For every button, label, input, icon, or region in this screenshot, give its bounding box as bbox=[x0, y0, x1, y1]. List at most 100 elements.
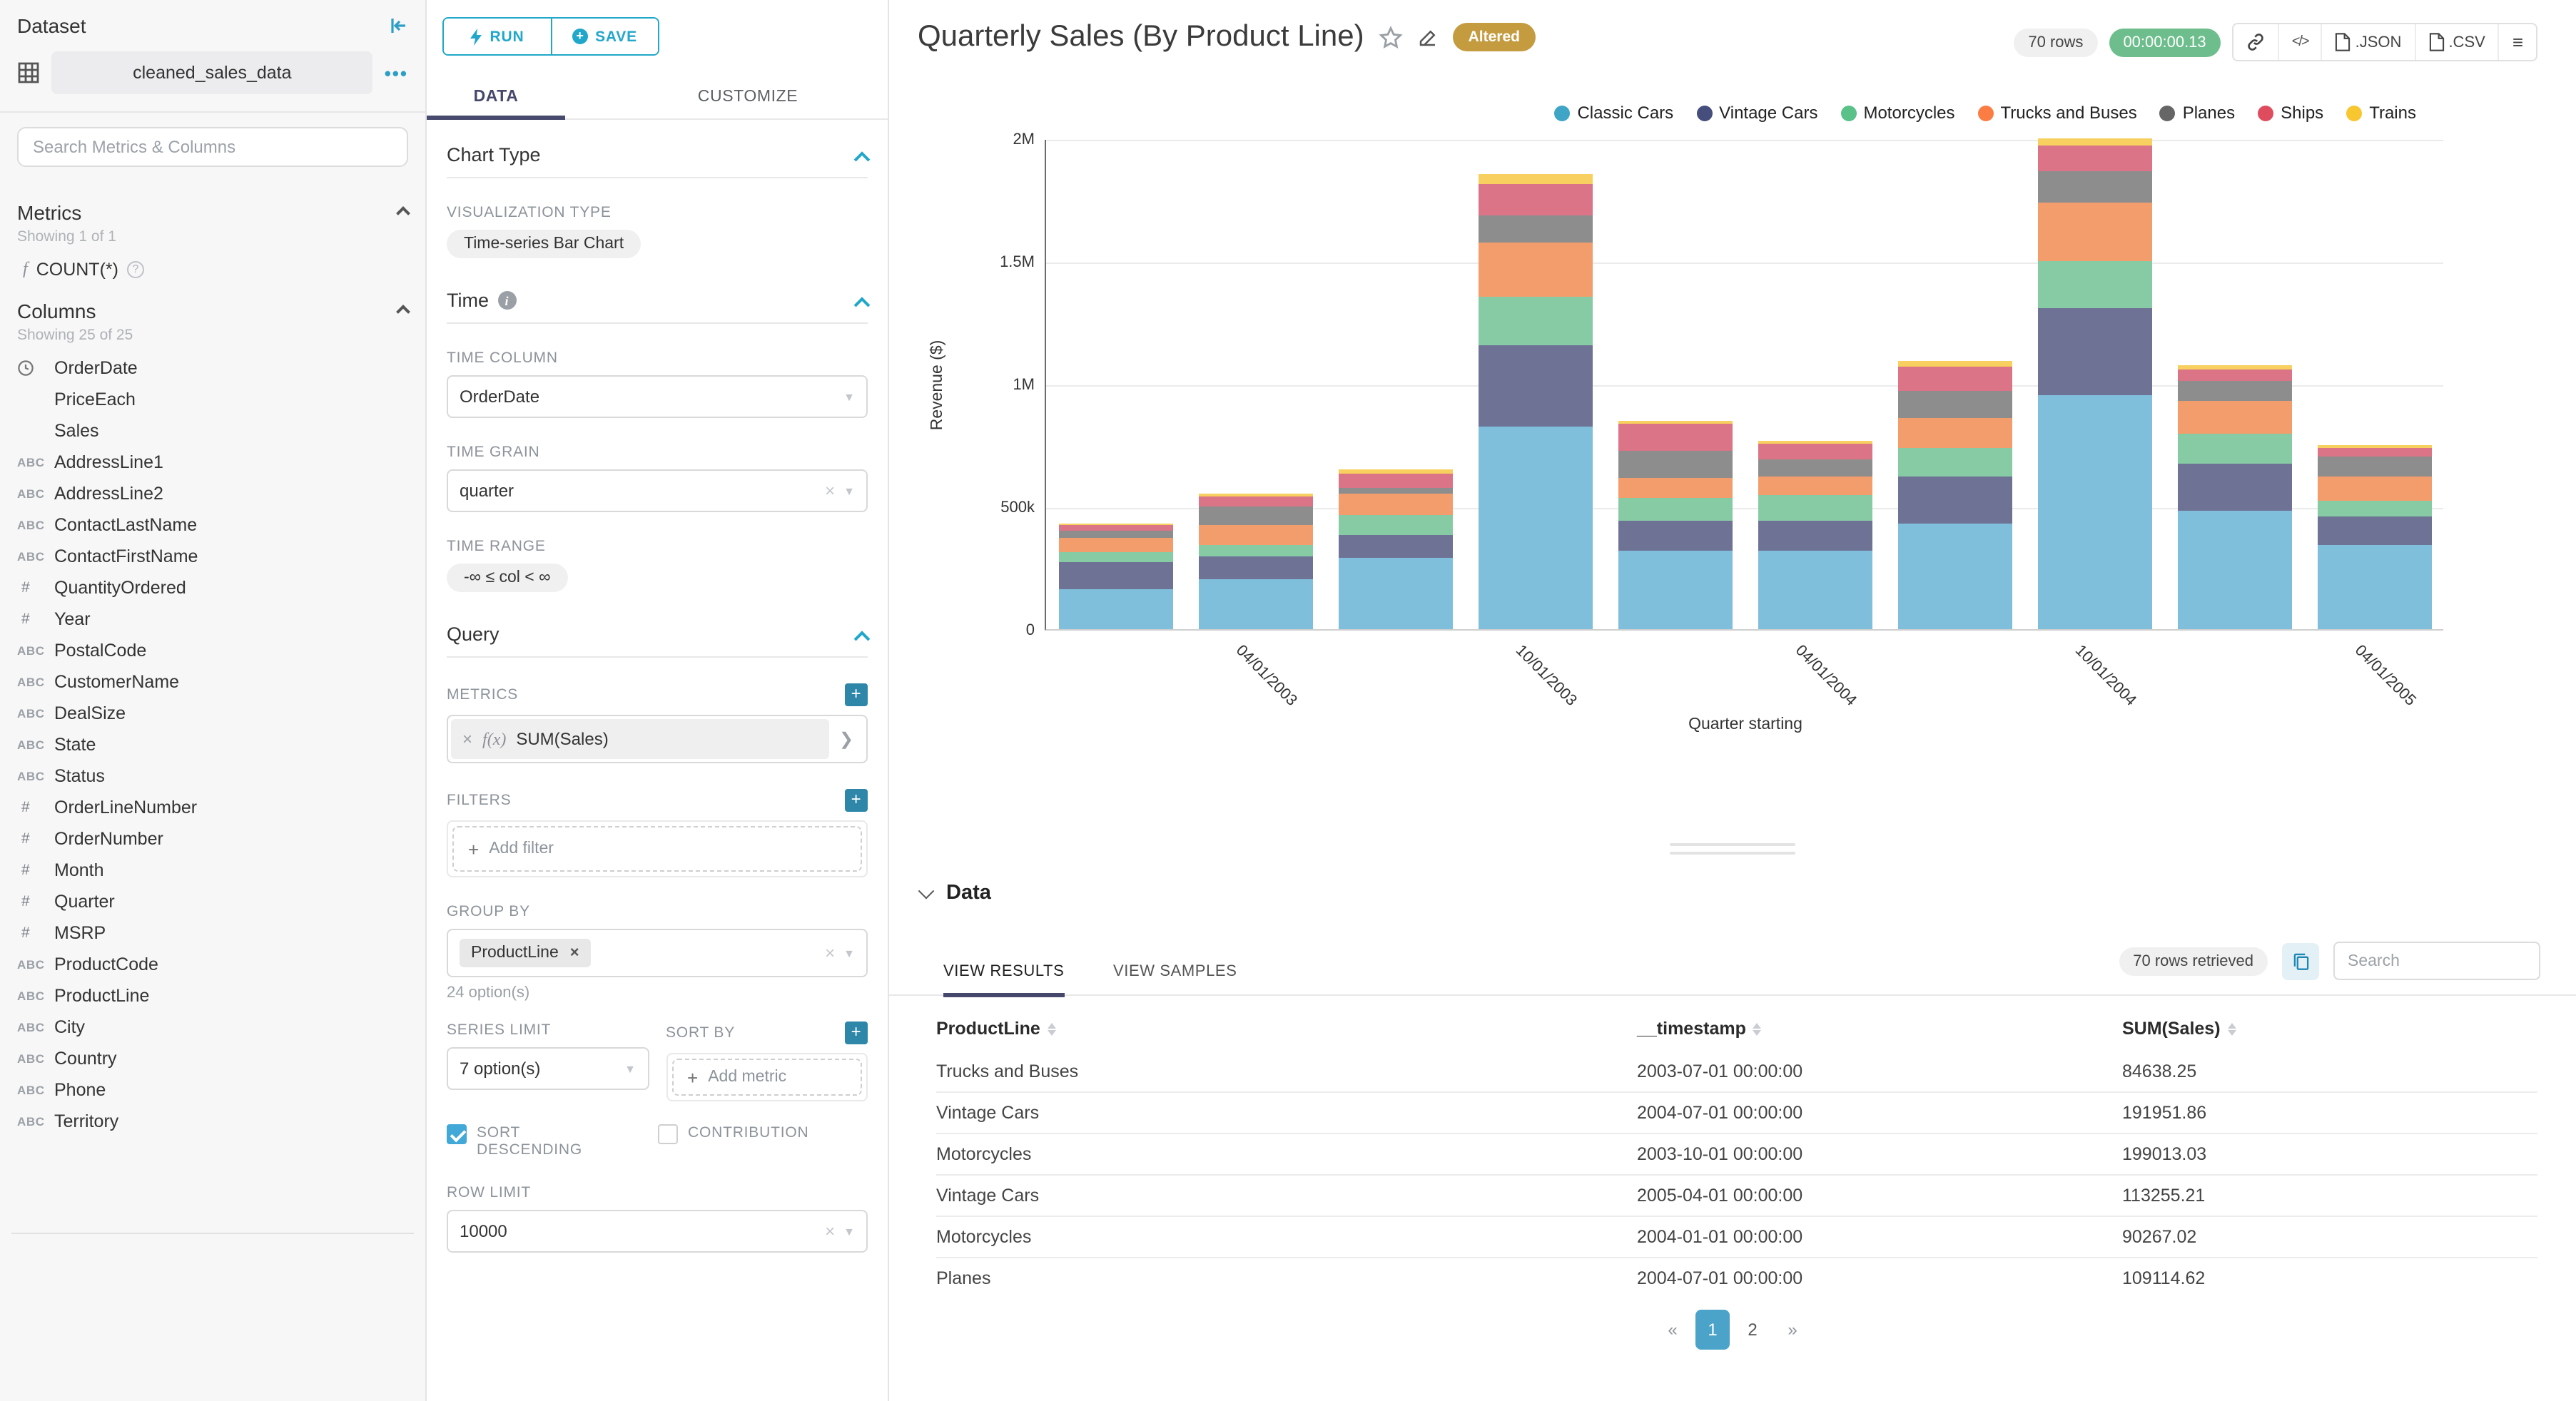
add-filter-button[interactable]: + bbox=[845, 789, 868, 812]
column-list-item[interactable]: ABC ProductLine bbox=[17, 986, 150, 1006]
column-list-item[interactable]: # OrderNumber bbox=[21, 829, 163, 849]
column-list-item[interactable]: PriceEach bbox=[54, 389, 136, 409]
sort-descending-checkbox[interactable]: SORT DESCENDING bbox=[447, 1124, 658, 1158]
row-limit-select[interactable]: 10000 × ▼ bbox=[447, 1210, 868, 1253]
column-list-item[interactable]: OrderDate bbox=[0, 352, 425, 384]
save-button[interactable]: + SAVE bbox=[550, 19, 658, 54]
copy-data-button[interactable] bbox=[2282, 942, 2319, 979]
tab-customize[interactable]: CUSTOMIZE bbox=[697, 88, 798, 105]
chart-type-collapse-icon[interactable] bbox=[853, 151, 871, 167]
stacked-bar-2004-01-01[interactable] bbox=[1618, 420, 1733, 629]
clear-icon[interactable]: × bbox=[825, 481, 836, 501]
add-sort-metric-button[interactable]: + bbox=[845, 1022, 868, 1044]
column-list-item[interactable]: ABC AddressLine1 bbox=[17, 452, 163, 472]
column-list-item[interactable]: # MSRP bbox=[21, 923, 106, 943]
group-by-select[interactable]: ProductLine × × ▼ bbox=[447, 929, 868, 977]
series-limit-select[interactable]: 7 option(s) ▼ bbox=[447, 1047, 649, 1090]
column-list-item[interactable]: ABC CustomerName bbox=[17, 672, 180, 692]
add-sort-metric-dropzone[interactable]: + Add metric bbox=[671, 1059, 862, 1096]
metric-chip[interactable]: × f(x) SUM(Sales) bbox=[451, 719, 829, 759]
remove-metric-icon[interactable]: × bbox=[462, 729, 473, 749]
legend-item[interactable]: Classic Cars bbox=[1554, 103, 1673, 123]
embed-code-button[interactable]: </> bbox=[2277, 24, 2321, 60]
time-grain-select[interactable]: quarter × ▼ bbox=[447, 469, 868, 512]
clear-icon[interactable]: × bbox=[825, 1221, 836, 1241]
remove-chip-icon[interactable]: × bbox=[569, 944, 579, 962]
clear-icon[interactable]: × bbox=[825, 943, 836, 963]
edit-title-icon[interactable] bbox=[1417, 26, 1439, 48]
columns-collapse-icon[interactable] bbox=[396, 304, 410, 318]
column-list-item[interactable]: # OrderLineNumber bbox=[21, 798, 198, 817]
chart-menu-button[interactable]: ≡ bbox=[2498, 24, 2536, 60]
collapse-sidebar-icon[interactable] bbox=[388, 16, 408, 36]
column-list-item[interactable]: # Month bbox=[21, 860, 104, 880]
legend-item[interactable]: Trucks and Buses bbox=[1977, 103, 2137, 123]
stacked-bar-2003-10-01[interactable] bbox=[1479, 173, 1593, 629]
column-list-item[interactable]: ABC City bbox=[17, 1017, 86, 1037]
add-metric-button[interactable]: + bbox=[845, 683, 868, 706]
dataset-more-menu[interactable]: ••• bbox=[384, 62, 408, 83]
table-row[interactable]: Vintage Cars 2005-04-01 00:00:00 113255.… bbox=[936, 1174, 2537, 1216]
stacked-bar-2005-01-01[interactable] bbox=[2178, 365, 2292, 629]
tab-view-results[interactable]: VIEW RESULTS bbox=[943, 947, 1064, 997]
column-list-item[interactable]: # QuantityOrdered bbox=[21, 578, 186, 598]
stacked-bar-2004-10-01[interactable] bbox=[2038, 138, 2152, 629]
dataset-name-button[interactable]: cleaned_sales_data bbox=[51, 51, 373, 94]
table-row[interactable]: Motorcycles 2004-01-01 00:00:00 90267.02 bbox=[936, 1216, 2537, 1257]
results-search-input[interactable] bbox=[2333, 942, 2540, 980]
time-range-pill[interactable]: -∞ ≤ col < ∞ bbox=[447, 564, 568, 592]
table-row[interactable]: Planes 2004-07-01 00:00:00 109114.62 bbox=[936, 1257, 2537, 1298]
data-section-toggle[interactable]: Data bbox=[918, 882, 991, 905]
table-row[interactable]: Trucks and Buses 2003-07-01 00:00:00 846… bbox=[936, 1050, 2537, 1091]
legend-item[interactable]: Vintage Cars bbox=[1696, 103, 1817, 123]
column-header[interactable]: __timestamp bbox=[1637, 1019, 2122, 1039]
legend-item[interactable]: Motorcycles bbox=[1840, 103, 1955, 123]
table-row[interactable]: Vintage Cars 2004-07-01 00:00:00 191951.… bbox=[936, 1091, 2537, 1133]
column-list-item[interactable]: # Quarter bbox=[21, 892, 115, 912]
altered-badge[interactable]: Altered bbox=[1452, 23, 1536, 51]
query-collapse-icon[interactable] bbox=[853, 630, 871, 646]
table-row[interactable]: Motorcycles 2003-10-01 00:00:00 199013.0… bbox=[936, 1133, 2537, 1174]
column-list-item[interactable]: ABC ContactLastName bbox=[17, 515, 198, 535]
column-list-item[interactable]: ABC Phone bbox=[17, 1080, 106, 1100]
stacked-bar-2004-04-01[interactable] bbox=[1758, 440, 1872, 629]
visualization-type-pill[interactable]: Time-series Bar Chart bbox=[447, 230, 642, 258]
stacked-bar-2005-04-01[interactable] bbox=[2318, 445, 2432, 629]
column-list-item[interactable]: ABC Status bbox=[17, 766, 105, 786]
contribution-checkbox[interactable]: CONTRIBUTION bbox=[658, 1124, 808, 1158]
column-list-item[interactable]: ABC DealSize bbox=[17, 703, 126, 723]
copy-link-button[interactable] bbox=[2233, 24, 2278, 60]
column-list-item[interactable]: Sales bbox=[54, 421, 99, 441]
export-csv-button[interactable]: .CSV bbox=[2414, 24, 2498, 60]
page-button-1[interactable]: 1 bbox=[1695, 1310, 1730, 1350]
time-column-select[interactable]: OrderDate ▼ bbox=[447, 375, 868, 418]
column-list-item[interactable]: ABC ContactFirstName bbox=[17, 546, 198, 566]
tab-data[interactable]: DATA bbox=[427, 74, 565, 120]
metrics-collapse-icon[interactable] bbox=[396, 205, 410, 220]
run-button[interactable]: RUN bbox=[444, 19, 550, 54]
legend-item[interactable]: Planes bbox=[2159, 103, 2235, 123]
chevron-right-icon[interactable]: ❯ bbox=[838, 729, 854, 749]
column-list-item[interactable]: ABC Territory bbox=[17, 1111, 119, 1131]
column-list-item[interactable]: # Year bbox=[21, 609, 91, 629]
legend-item[interactable]: Trains bbox=[2346, 103, 2416, 123]
add-filter-dropzone[interactable]: + Add filter bbox=[452, 826, 862, 872]
panel-resize-handle[interactable] bbox=[1670, 843, 1795, 860]
export-json-button[interactable]: .JSON bbox=[2321, 24, 2415, 60]
page-button-2[interactable]: 2 bbox=[1748, 1320, 1758, 1340]
search-metrics-columns-input[interactable] bbox=[17, 127, 408, 167]
group-by-chip[interactable]: ProductLine × bbox=[460, 939, 591, 967]
column-list-item[interactable]: ABC State bbox=[17, 735, 96, 755]
column-header[interactable]: ProductLine bbox=[936, 1019, 1637, 1039]
stacked-bar-2003-01-01[interactable] bbox=[1059, 523, 1173, 629]
column-list-item[interactable]: ABC PostalCode bbox=[17, 641, 147, 661]
column-header[interactable]: SUM(Sales) bbox=[2122, 1019, 2537, 1039]
stacked-bar-2003-07-01[interactable] bbox=[1339, 469, 1453, 629]
stacked-bar-2004-07-01[interactable] bbox=[1898, 360, 2012, 629]
column-list-item[interactable]: ABC AddressLine2 bbox=[17, 484, 163, 504]
time-collapse-icon[interactable] bbox=[853, 296, 871, 312]
column-list-item[interactable]: ABC Country bbox=[17, 1049, 117, 1069]
metric-item[interactable]: f COUNT(*) ? bbox=[0, 245, 425, 280]
stacked-bar-2003-04-01[interactable] bbox=[1199, 493, 1313, 629]
favorite-star-icon[interactable] bbox=[1378, 25, 1403, 49]
